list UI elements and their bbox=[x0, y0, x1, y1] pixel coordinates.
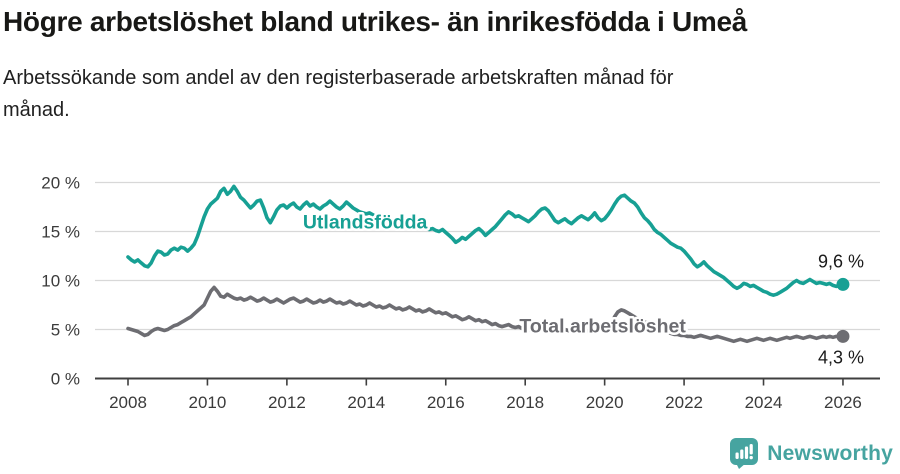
series-label-total-arbetsl-shet: Total arbetslöshet bbox=[519, 315, 686, 337]
x-tick-label: 2012 bbox=[268, 393, 306, 412]
x-tick-label: 2018 bbox=[506, 393, 544, 412]
chart-subtitle: Arbetssökande som andel av den registerb… bbox=[3, 62, 883, 126]
y-tick-label: 5 % bbox=[51, 321, 80, 340]
end-value-label-utlandsf-dda: 9,6 % bbox=[818, 251, 864, 271]
x-tick-label: 2008 bbox=[109, 393, 147, 412]
end-value-label-total-arbetsl-shet: 4,3 % bbox=[818, 347, 864, 367]
x-tick-label: 2026 bbox=[824, 393, 862, 412]
subtitle-line-2: månad. bbox=[3, 99, 70, 121]
x-axis-labels: 2008 2010 2012 2014 2016 2018 2020 2022 2024 2026 bbox=[109, 393, 862, 412]
y-tick-label: 0 % bbox=[51, 370, 80, 389]
series-line bbox=[126, 184, 845, 298]
x-axis bbox=[95, 377, 880, 386]
subtitle-line-1: Arbetssökande som andel av den registerb… bbox=[3, 67, 674, 89]
y-tick-label: 15 % bbox=[41, 223, 80, 242]
x-tick-label: 2010 bbox=[189, 393, 227, 412]
series-total-arbetsl-shet bbox=[126, 285, 845, 344]
end-dot-utlandsf-dda bbox=[836, 277, 850, 291]
x-tick-label: 2020 bbox=[586, 393, 624, 412]
y-axis-labels: 0 % 5 % 10 % 15 % 20 % bbox=[41, 174, 80, 389]
end-dot-total-arbetsl-shet bbox=[836, 329, 850, 343]
brand-name: Newsworthy bbox=[767, 441, 893, 465]
newsworthy-logo: Newsworthy bbox=[730, 438, 893, 469]
series-utlandsf-dda bbox=[126, 184, 845, 298]
x-tick-label: 2024 bbox=[745, 393, 783, 412]
x-tick-label: 2022 bbox=[665, 393, 703, 412]
y-tick-label: 10 % bbox=[41, 272, 80, 291]
chart-title: Högre arbetslöshet bland utrikes- än inr… bbox=[3, 6, 748, 37]
bar-chart-speech-bubble-icon bbox=[730, 438, 759, 469]
series-label-utlandsf-dda: Utlandsfödda bbox=[303, 212, 428, 234]
x-tick-label: 2016 bbox=[427, 393, 465, 412]
x-tick-label: 2014 bbox=[347, 393, 385, 412]
y-tick-label: 20 % bbox=[41, 174, 80, 193]
series-line bbox=[126, 285, 845, 344]
